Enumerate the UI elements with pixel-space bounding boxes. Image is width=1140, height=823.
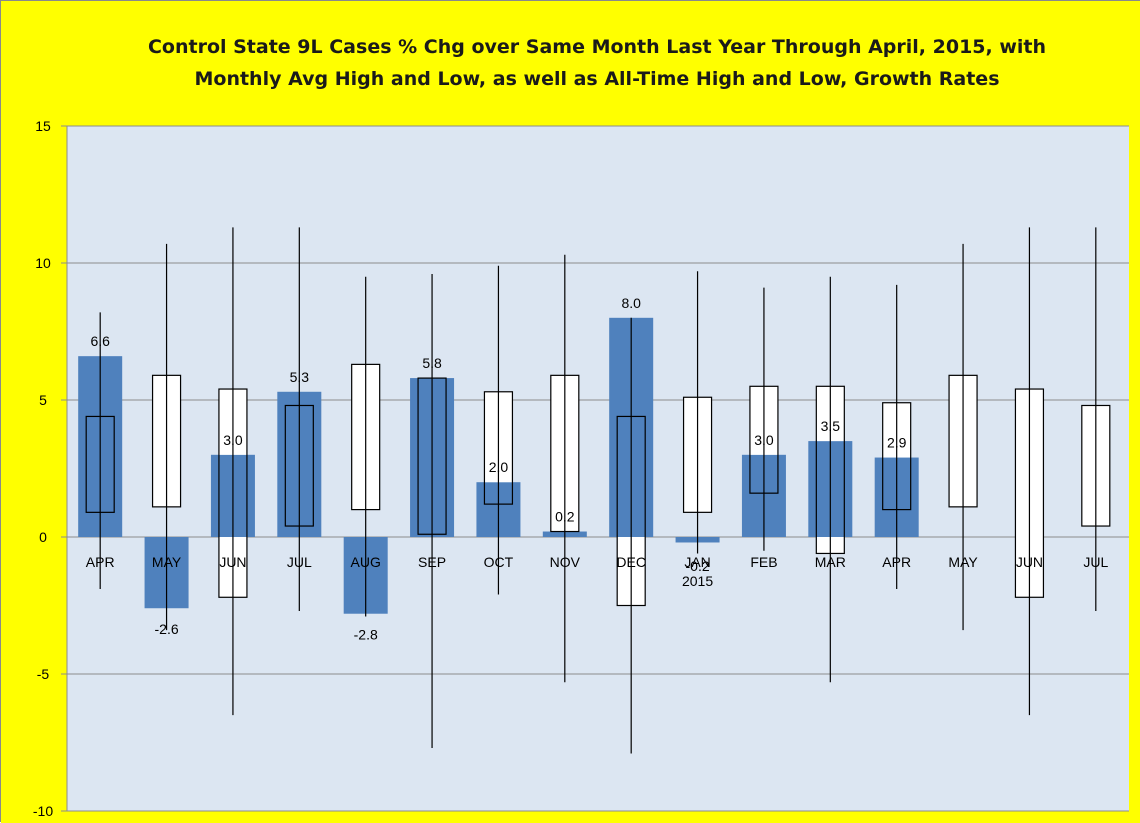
bar-data-label: 8.0: [621, 295, 641, 311]
y-tick-label: 5: [39, 392, 47, 408]
category-label: MAY: [948, 554, 978, 570]
category-label: DEC: [616, 554, 646, 570]
bar-data-label: 3.0: [754, 432, 774, 448]
chart-title-line-2: Monthly Avg High and Low, as well as All…: [194, 68, 999, 90]
bar-data-label: 5.3: [290, 369, 310, 385]
bar-data-label: -2.6: [155, 621, 179, 637]
category-label: OCT: [484, 554, 514, 570]
chart-title-line-1: Control State 9L Cases % Chg over Same M…: [148, 36, 1046, 58]
y-tick-label: 0: [39, 529, 47, 545]
bar-data-label: 0.2: [555, 509, 575, 525]
category-label: NOV: [550, 554, 581, 570]
bar-data-label: 2.0: [489, 459, 509, 475]
y-tick-label: -5: [37, 666, 50, 682]
category-label: JUL: [1083, 554, 1108, 570]
category-label: MAY: [152, 554, 182, 570]
y-tick-label: 10: [35, 255, 51, 271]
category-label: FEB: [750, 554, 777, 570]
bar-data-label: -2.8: [354, 627, 378, 643]
category-label: APR: [86, 554, 115, 570]
category-label: AUG: [351, 554, 381, 570]
category-label: JUN: [219, 554, 246, 570]
category-label: JUN: [1016, 554, 1043, 570]
category-label: MAR: [815, 554, 846, 570]
bar-data-label: 6.6: [90, 333, 110, 349]
bar-data-label: 3.0: [223, 432, 243, 448]
bar-data-label: -0.2: [686, 558, 710, 574]
y-tick-label: -10: [33, 803, 53, 819]
y-tick-label: 15: [35, 118, 51, 134]
category-label: JUL: [287, 554, 312, 570]
bar-data-label: 3.5: [821, 418, 841, 434]
category-label: SEP: [418, 554, 446, 570]
category-label: 2015: [682, 573, 713, 589]
bar-data-label: 2.9: [887, 435, 907, 451]
category-label: APR: [882, 554, 911, 570]
bar-data-label: 5.8: [422, 355, 442, 371]
